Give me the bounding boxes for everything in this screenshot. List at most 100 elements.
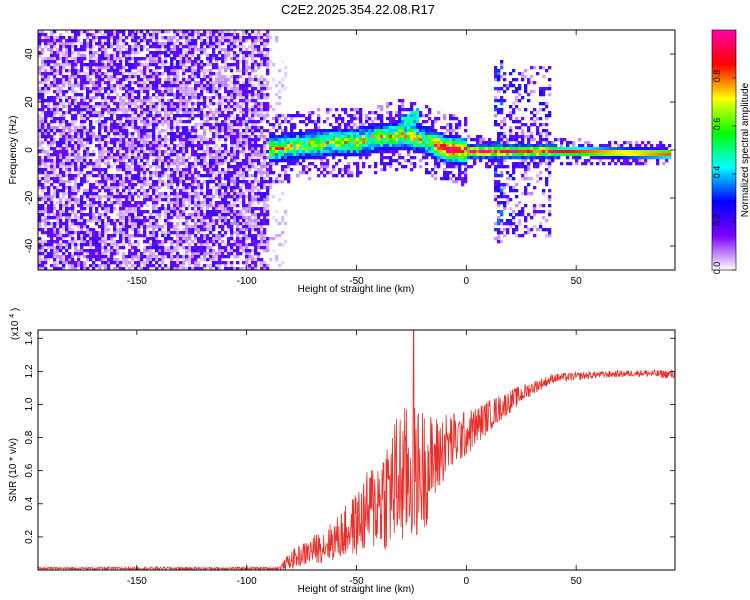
heatmap-cell xyxy=(113,249,117,253)
heatmap-cell xyxy=(257,189,261,193)
heatmap-cell xyxy=(83,126,87,130)
heatmap-cell xyxy=(104,36,108,40)
heatmap-cell xyxy=(242,102,246,106)
heatmap-cell xyxy=(200,210,204,214)
heatmap-cell xyxy=(254,54,258,58)
heatmap-cell xyxy=(74,261,78,265)
heatmap-cell xyxy=(182,72,186,76)
heatmap-cell xyxy=(239,213,243,217)
heatmap-cell xyxy=(74,252,78,256)
heatmap-cell xyxy=(209,159,213,163)
heatmap-cell xyxy=(62,189,66,193)
heatmap-cell xyxy=(152,186,156,190)
heatmap-cell xyxy=(107,129,111,133)
heatmap-cell xyxy=(107,159,111,163)
heatmap-cell xyxy=(254,246,258,250)
heatmap-cell xyxy=(263,243,267,247)
heatmap-cell xyxy=(218,177,222,181)
heatmap-cell xyxy=(116,177,120,181)
heatmap-cell xyxy=(242,165,246,169)
heatmap-cell xyxy=(164,246,168,250)
heatmap-cell xyxy=(131,132,135,136)
heatmap-cell xyxy=(254,249,258,253)
heatmap-cell xyxy=(119,231,123,235)
heatmap-cell xyxy=(206,168,210,172)
heatmap-cell xyxy=(188,129,192,133)
heatmap-cell xyxy=(140,105,144,109)
heatmap-cell xyxy=(53,216,57,220)
heatmap-cell xyxy=(149,105,153,109)
heatmap-cell xyxy=(98,243,102,247)
heatmap-cell xyxy=(155,36,159,40)
heatmap-cell xyxy=(194,210,198,214)
heatmap-cell xyxy=(260,126,264,130)
heatmap-cell xyxy=(191,228,195,232)
heatmap-cell xyxy=(206,150,210,154)
heatmap-cell xyxy=(98,54,102,58)
heatmap-cell xyxy=(155,138,159,142)
heatmap-cell xyxy=(47,174,51,178)
heatmap-cell xyxy=(203,174,207,178)
heatmap-cell xyxy=(188,264,192,268)
heatmap-cell xyxy=(152,231,156,235)
heatmap-cell xyxy=(152,132,156,136)
heatmap-cell xyxy=(173,120,177,124)
heatmap-cell xyxy=(212,87,216,91)
heatmap-cell xyxy=(89,219,93,223)
heatmap-cell xyxy=(200,33,204,37)
heatmap-cell xyxy=(128,84,132,88)
heatmap-cell xyxy=(173,66,177,70)
heatmap-cell xyxy=(53,222,57,226)
heatmap-cell xyxy=(224,69,228,73)
heatmap-cell xyxy=(215,66,219,70)
heatmap-cell xyxy=(65,219,69,223)
heatmap-cell xyxy=(83,162,87,166)
heatmap-cell xyxy=(194,81,198,85)
heatmap-cell xyxy=(206,246,210,250)
heatmap-cell xyxy=(122,138,126,142)
heatmap-cell xyxy=(125,90,129,94)
heatmap-cell xyxy=(62,120,66,124)
heatmap-cell xyxy=(218,183,222,187)
heatmap-cell xyxy=(107,243,111,247)
heatmap-cell xyxy=(257,228,261,232)
heatmap-cell xyxy=(137,90,141,94)
heatmap-cell xyxy=(104,96,108,100)
heatmap-cell xyxy=(65,201,69,205)
heatmap-cell xyxy=(83,138,87,142)
heatmap-cell xyxy=(260,51,264,55)
heatmap-cell xyxy=(260,129,264,133)
heatmap-cell xyxy=(212,228,216,232)
heatmap-cell xyxy=(215,108,219,112)
heatmap-cell xyxy=(86,243,90,247)
heatmap-cell xyxy=(311,150,315,154)
heatmap-cell xyxy=(83,129,87,133)
heatmap-cell xyxy=(221,81,225,85)
heatmap-cell xyxy=(68,129,72,133)
heatmap-cell xyxy=(146,42,150,46)
heatmap-cell xyxy=(95,186,99,190)
heatmap-cell xyxy=(248,168,252,172)
heatmap-cell xyxy=(83,240,87,244)
heatmap-cell xyxy=(182,57,186,61)
heatmap-cell xyxy=(131,177,135,181)
heatmap-cell xyxy=(221,252,225,256)
heatmap-cell xyxy=(257,159,261,163)
heatmap-cell xyxy=(143,255,147,259)
heatmap-cell xyxy=(251,144,255,148)
heatmap-cell xyxy=(119,228,123,232)
heatmap-cell xyxy=(188,33,192,37)
heatmap-cell xyxy=(191,195,195,199)
heatmap-cell xyxy=(191,180,195,184)
heatmap-cell xyxy=(185,252,189,256)
heatmap-cell xyxy=(320,165,324,169)
heatmap-cell xyxy=(299,150,303,154)
heatmap-cell xyxy=(233,243,237,247)
heatmap-cell xyxy=(248,243,252,247)
heatmap-cell xyxy=(257,126,261,130)
heatmap-cell xyxy=(254,63,258,67)
heatmap-cell xyxy=(182,174,186,178)
heatmap-cell xyxy=(128,180,132,184)
heatmap-cell xyxy=(152,210,156,214)
heatmap-cell xyxy=(95,144,99,148)
